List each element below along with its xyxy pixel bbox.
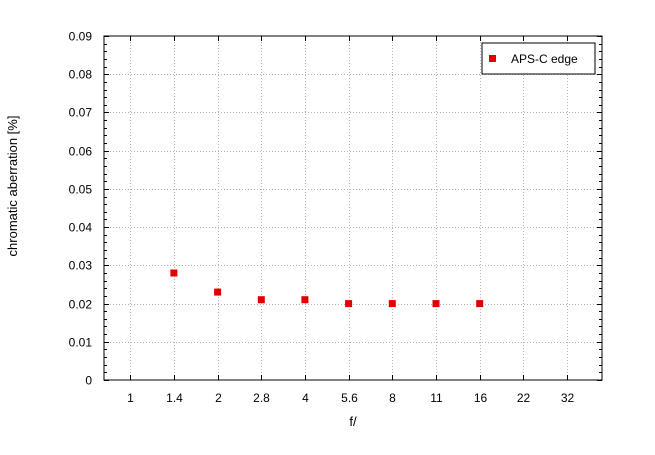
y-tick-label: 0.06 — [69, 145, 93, 159]
x-tick-label: 2 — [215, 391, 222, 405]
x-tick-label: 5.6 — [341, 391, 358, 405]
data-point — [214, 288, 222, 296]
plot-frame — [103, 35, 603, 381]
data-point — [476, 300, 484, 308]
axis-ticks — [104, 36, 602, 381]
data-point — [432, 300, 440, 308]
x-tick-label: 2.8 — [253, 391, 270, 405]
legend: APS-C edge — [481, 42, 596, 75]
x-tick-label: 11 — [430, 391, 443, 405]
x-tick-label: 8 — [389, 391, 396, 405]
legend-box — [481, 42, 596, 75]
y-tick-label: 0 — [85, 374, 92, 388]
legend-label: APS-C edge — [511, 52, 578, 66]
x-tick-label: 16 — [474, 391, 488, 405]
x-tick-label: 1.4 — [166, 391, 183, 405]
y-tick-label: 0.02 — [69, 298, 93, 312]
y-tick-label: 0.04 — [69, 221, 93, 235]
x-tick-labels: 1 1.4 2 2.8 4 5.6 8 11 16 22 32 — [127, 391, 574, 405]
legend-marker — [489, 55, 496, 62]
y-tick-label: 0.05 — [69, 183, 93, 197]
y-tick-labels: 0 0.01 0.02 0.03 0.04 0.05 0.06 0.07 0.08 0.09 — [69, 30, 93, 388]
data-point — [257, 296, 265, 304]
data-points — [170, 269, 484, 308]
x-tick-label: 32 — [561, 391, 575, 405]
grid-lines — [104, 36, 602, 380]
x-axis-title: f/ — [349, 414, 357, 429]
data-point — [388, 300, 396, 308]
x-tick-label: 22 — [517, 391, 531, 405]
y-tick-label: 0.09 — [69, 30, 93, 44]
y-tick-label: 0.07 — [69, 106, 93, 120]
y-tick-label: 0.03 — [69, 259, 93, 273]
y-tick-label: 0.01 — [69, 336, 93, 350]
data-point — [301, 296, 309, 304]
x-tick-label: 1 — [127, 391, 134, 405]
data-point — [170, 269, 178, 277]
y-axis-title: chromatic aberration [%] — [5, 116, 20, 257]
data-point — [345, 300, 353, 308]
x-tick-label: 4 — [302, 391, 309, 405]
y-tick-label: 0.08 — [69, 68, 93, 82]
